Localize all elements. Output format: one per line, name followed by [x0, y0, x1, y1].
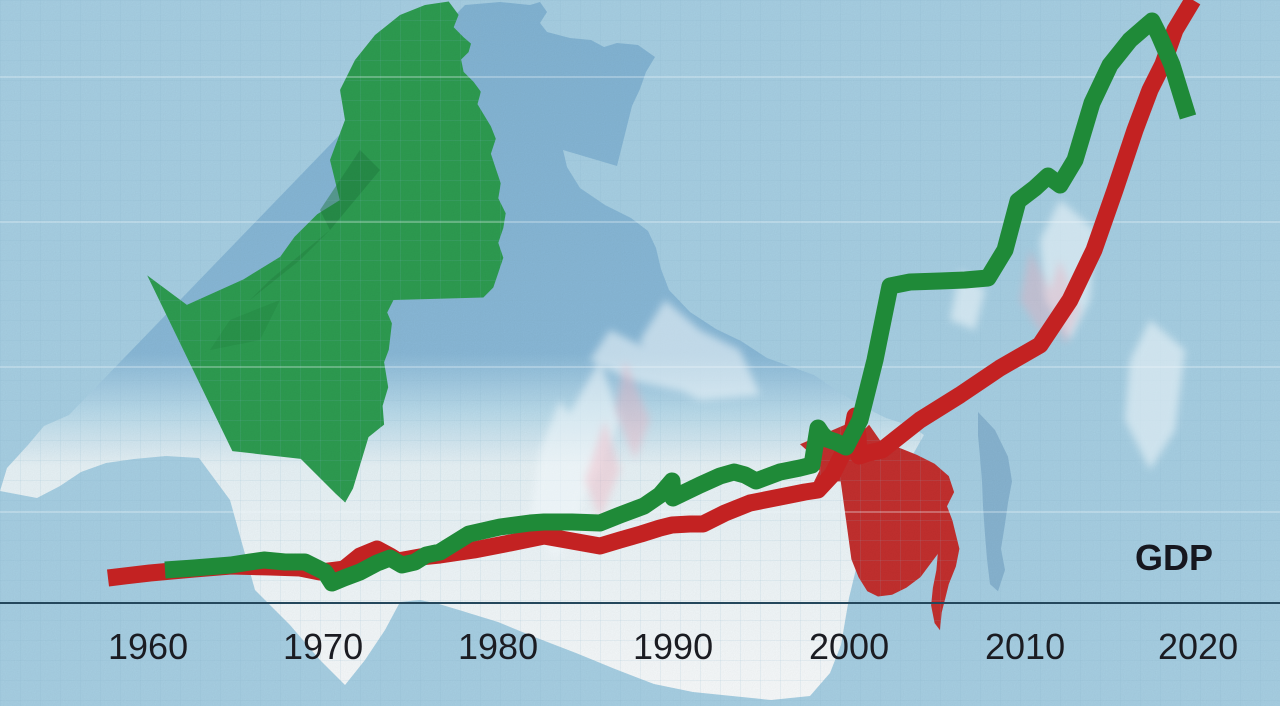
svg-text:1970: 1970 [283, 626, 363, 667]
svg-text:GDP: GDP [1135, 537, 1213, 578]
svg-text:1980: 1980 [458, 626, 538, 667]
svg-text:1960: 1960 [108, 626, 188, 667]
svg-text:2020: 2020 [1158, 626, 1238, 667]
svg-text:2000: 2000 [809, 626, 889, 667]
svg-text:1990: 1990 [633, 626, 713, 667]
svg-text:2010: 2010 [985, 626, 1065, 667]
